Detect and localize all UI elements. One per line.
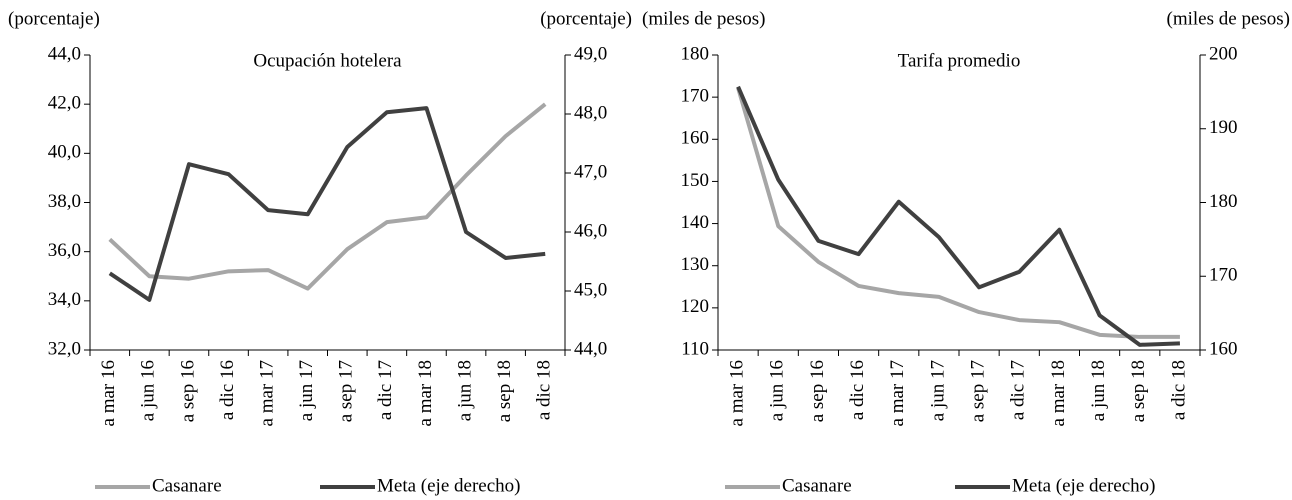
y-tick-label: 40,0 <box>48 142 81 163</box>
y-tick-label: 150 <box>681 170 710 191</box>
legend-label: Meta (eje derecho) <box>377 475 520 496</box>
y-axis-label: (miles de pesos) <box>642 8 765 29</box>
x-tick-label: a mar 18 <box>1048 360 1069 426</box>
y-tick-label: 38,0 <box>48 191 81 212</box>
x-tick-label: a dic 17 <box>375 360 396 420</box>
x-tick-label: a jun 17 <box>927 360 948 421</box>
y-tick-label: 160 <box>1209 338 1238 359</box>
x-tick-label: a jun 17 <box>296 360 317 421</box>
chart-title: Ocupación hotelera <box>253 50 402 71</box>
series-line <box>736 85 1180 347</box>
x-tick-label: a jun 16 <box>767 360 788 421</box>
y-tick-label: 110 <box>681 338 709 359</box>
x-tick-label: a jun 18 <box>1088 360 1109 421</box>
y-tick-label: 44,0 <box>574 338 607 359</box>
y-axis-label: (porcentaje) <box>8 8 100 29</box>
y-tick-label: 45,0 <box>574 279 607 300</box>
y-tick-label: 140 <box>681 212 710 233</box>
y-tick-label: 44,0 <box>48 43 81 64</box>
x-tick-label: a dic 16 <box>847 360 868 420</box>
y2-axis-label: (miles de pesos) <box>1167 8 1290 29</box>
y-tick-label: 47,0 <box>574 161 607 182</box>
y-tick-label: 200 <box>1209 43 1238 64</box>
x-tick-label: a sep 17 <box>336 360 357 422</box>
legend-label: Meta (eje derecho) <box>1012 475 1155 496</box>
y-tick-label: 180 <box>1209 191 1238 212</box>
legend-label: Casanare <box>152 475 222 496</box>
y-tick-label: 170 <box>681 86 710 107</box>
legend-label: Casanare <box>782 475 852 496</box>
x-tick-label: a dic 16 <box>217 360 238 420</box>
x-tick-label: a mar 17 <box>256 360 277 426</box>
x-tick-label: a sep 18 <box>1128 360 1149 422</box>
series-line <box>108 106 546 302</box>
y-tick-label: 160 <box>681 128 710 149</box>
x-tick-label: a dic 18 <box>1168 360 1189 420</box>
y-tick-label: 42,0 <box>48 93 81 114</box>
y-tick-label: 34,0 <box>48 289 81 310</box>
x-tick-label: a sep 18 <box>494 360 515 422</box>
y-tick-label: 49,0 <box>574 43 607 64</box>
series-line <box>736 87 1180 339</box>
x-tick-label: a dic 18 <box>534 360 555 420</box>
x-tick-label: a sep 16 <box>177 360 198 422</box>
x-tick-label: a mar 18 <box>415 360 436 426</box>
y-tick-label: 32,0 <box>48 338 81 359</box>
x-tick-label: a jun 18 <box>454 360 475 421</box>
chart-title: Tarifa promedio <box>898 50 1021 71</box>
y-tick-label: 36,0 <box>48 240 81 261</box>
y-tick-label: 180 <box>681 43 710 64</box>
y-tick-label: 130 <box>681 254 710 275</box>
x-tick-label: a sep 17 <box>967 360 988 422</box>
y-tick-label: 170 <box>1209 265 1238 286</box>
y-tick-label: 46,0 <box>574 220 607 241</box>
x-tick-label: a sep 16 <box>807 360 828 422</box>
y2-axis-label: (porcentaje) <box>540 8 632 29</box>
x-tick-label: a mar 16 <box>98 360 119 426</box>
y-tick-label: 190 <box>1209 117 1238 138</box>
x-tick-label: a mar 16 <box>726 360 747 426</box>
x-tick-label: a mar 17 <box>887 360 908 426</box>
x-tick-label: a jun 16 <box>138 360 159 421</box>
x-tick-label: a dic 17 <box>1008 360 1029 420</box>
y-tick-label: 120 <box>681 296 710 317</box>
y-tick-label: 48,0 <box>574 102 607 123</box>
series-line <box>108 102 547 291</box>
